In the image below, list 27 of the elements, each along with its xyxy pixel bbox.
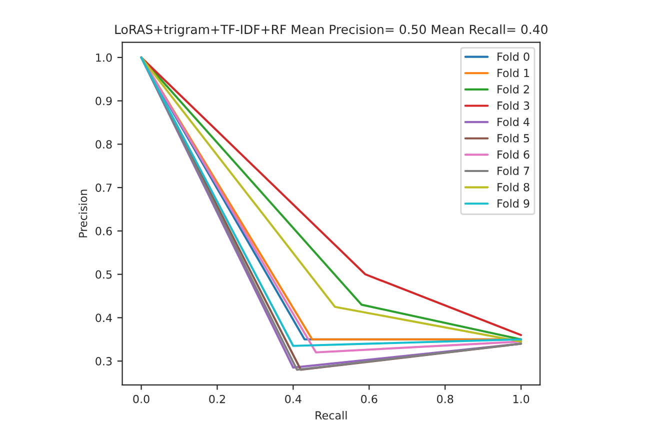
legend-label: Fold 3 — [498, 101, 530, 110]
y-tick-label: 0.9 — [96, 96, 112, 106]
y-tick-label: 0.6 — [96, 226, 112, 236]
x-tick-label: 0.0 — [133, 394, 150, 404]
legend-label: Fold 4 — [498, 118, 530, 126]
legend-label: Fold 9 — [498, 199, 530, 208]
y-axis-title: Precision — [78, 190, 88, 238]
legend-label: Fold 2 — [498, 84, 529, 94]
y-tick-label: 0.7 — [96, 184, 112, 192]
y-tick-label: 0.8 — [96, 140, 112, 149]
legend-label: Fold 1 — [498, 68, 530, 78]
y-tick-label: 0.4 — [96, 314, 112, 322]
x-tick-label: 0.8 — [436, 394, 454, 404]
legend-label: Fold 8 — [498, 182, 530, 192]
y-tick-label: 0.3 — [96, 357, 112, 366]
x-axis-title: Recall — [316, 410, 347, 420]
y-tick-label: 0.5 — [96, 270, 112, 279]
legend-label: Fold 0 — [498, 52, 530, 61]
x-tick-label: 0.6 — [361, 394, 378, 404]
chart-title: LoRAS+trigram+TF-IDF+RF Mean Precision= 0.50 Mean Recall= 0.40 — [115, 24, 548, 37]
x-tick-label: 0.2 — [209, 394, 225, 404]
x-tick-label: 1.0 — [513, 394, 530, 404]
legend-label: Fold 7 — [498, 166, 530, 176]
x-tick-label: 0.4 — [285, 394, 302, 404]
legend-label: Fold 6 — [498, 150, 530, 159]
legend-label: Fold 5 — [498, 134, 530, 142]
y-tick-label: 1.0 — [96, 53, 112, 62]
